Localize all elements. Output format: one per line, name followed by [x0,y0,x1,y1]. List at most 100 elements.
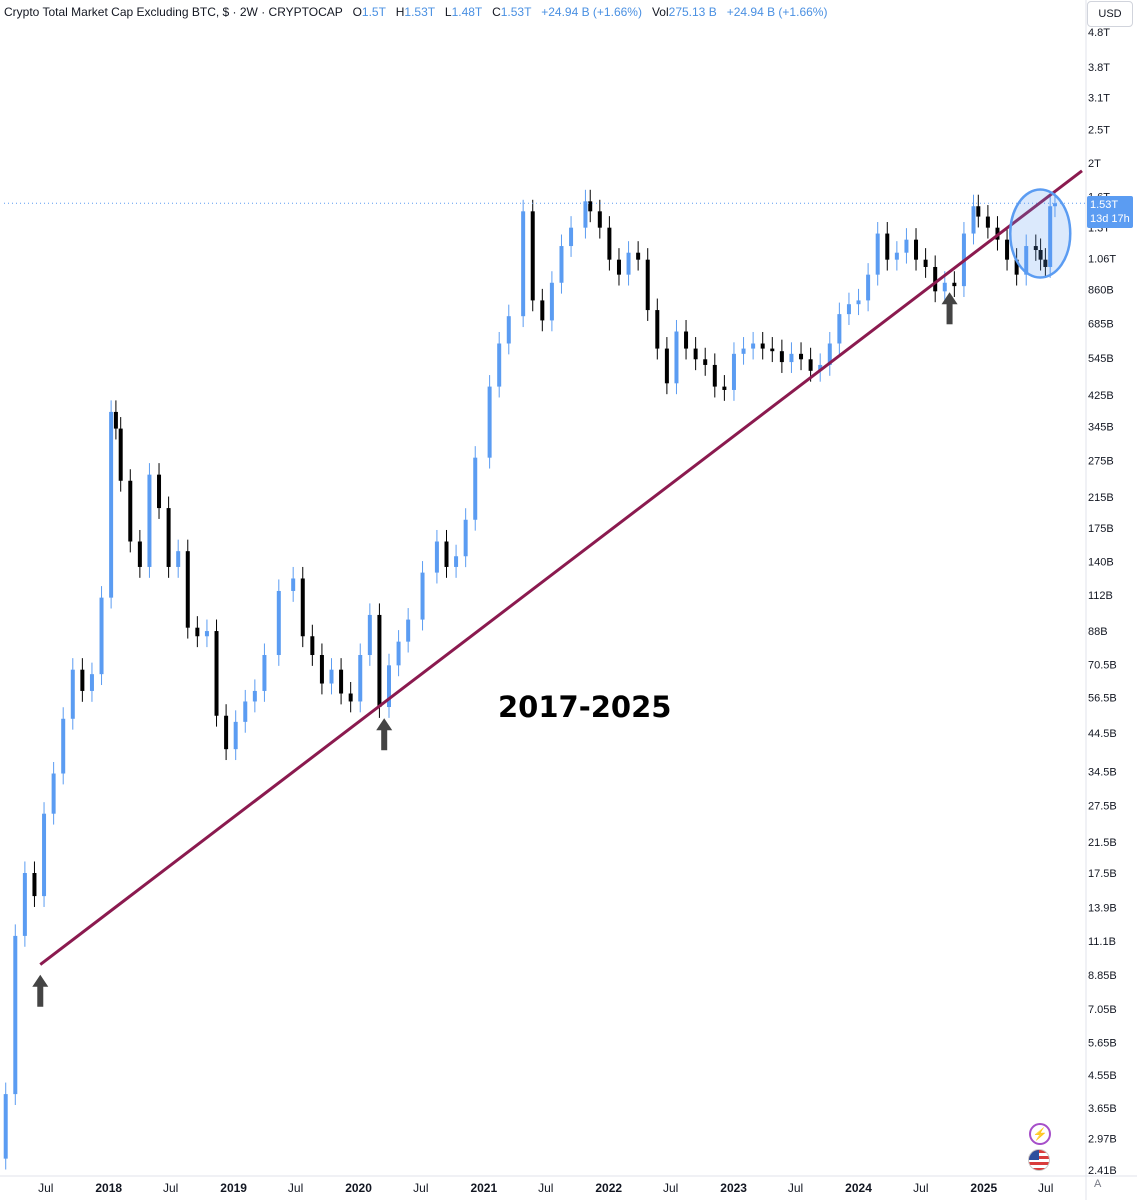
candle-body [933,266,938,292]
candle-body [976,206,981,217]
candle-body [636,252,641,260]
y-tick-label: 3.8T [1088,62,1110,74]
lightning-icon[interactable]: ⚡ [1029,1123,1051,1145]
candle-body [128,480,133,542]
y-tick-label: 56.5B [1088,692,1117,704]
y-tick-label: 4.8T [1088,27,1110,39]
y-tick-label: 3.1T [1088,92,1110,104]
close-value: 1.53T [500,5,532,19]
y-tick-label: 27.5B [1088,800,1117,812]
candle-body [118,428,123,481]
candle-body [751,343,756,349]
candle-body [99,597,104,675]
open-label: O [352,5,362,19]
candle-body [310,636,315,656]
candle-body [827,343,832,365]
candle-body [487,386,492,458]
symbol-title[interactable]: Crypto Total Market Cap Excluding BTC, $… [4,5,343,19]
candle-body [300,578,305,637]
candle-body [942,282,947,292]
y-tick-label: 8.85B [1088,970,1117,982]
auto-scale-button[interactable]: A [1094,1178,1102,1190]
y-tick-label: 7.05B [1088,1004,1117,1016]
change-value: +24.94 B (+1.66%) [541,5,642,19]
candle-body [51,773,56,814]
time-axis[interactable]: Jul 2018 Jul 2019 Jul 2020 Jul 2021 Jul 2022 Jul 20… [38,1181,1053,1195]
currency-button[interactable]: USD [1087,1,1133,27]
y-tick-label: 425B [1088,390,1114,402]
candle-body [70,669,75,719]
symbol-header: Crypto Total Market Cap Excluding BTC, $… [4,4,827,20]
candle-body [109,411,114,598]
candle-body [473,457,478,520]
y-tick-label: 5.65B [1088,1037,1117,1049]
x-tick-label: 2025 [970,1181,997,1195]
candle-body [597,211,602,228]
candle-body [276,590,281,656]
candle-body [291,578,296,591]
candle-body [674,331,679,384]
us-flag-icon[interactable] [1028,1149,1050,1171]
candle-body [420,572,425,620]
candle-body [243,701,248,722]
low-label: L [444,5,452,19]
candle-body [319,655,324,684]
candle-body [252,690,257,702]
x-tick-label: 2022 [595,1181,622,1195]
candle-body [741,348,746,354]
x-tick-label: 2021 [470,1181,497,1195]
candle-body [693,348,698,360]
x-tick-label: 2024 [845,1181,872,1195]
candle-body [712,364,717,387]
y-tick-label: 275B [1088,455,1114,467]
candle-body [3,1094,8,1159]
low-value: 1.48T [451,5,483,19]
price-axis[interactable]: 4.8T3.8T3.1T2.5T2T1.6T1.3T1.06T860B685B5… [1088,27,1117,1177]
candle-body [32,873,37,897]
candle-body [137,541,142,567]
candle-body [540,300,545,321]
y-tick-label: 1.06T [1088,253,1116,265]
candle-body [770,348,775,352]
y-tick-label: 2.41B [1088,1165,1117,1177]
y-tick-label: 4.55B [1088,1070,1117,1082]
candle-body [789,353,794,363]
candle-body [904,239,909,253]
candle-body [846,304,851,315]
candle-body [923,259,928,267]
y-tick-label: 11.1B [1088,936,1116,948]
overlays [4,169,1086,1007]
candle-body [506,316,511,344]
candle-body [358,655,363,702]
trendline [39,169,1083,966]
y-tick-label: 140B [1088,557,1114,569]
candle-body [1038,250,1043,260]
candle-body [166,508,171,567]
arrow-shaft [946,302,953,325]
candle-body [985,216,990,228]
x-tick-label: 2018 [95,1181,122,1195]
volume-value: 275.13 B [668,5,717,19]
candle-body [329,669,334,684]
candle-body [387,665,391,708]
candle-body [1024,246,1029,275]
candle-body [22,873,27,936]
candle-body [61,718,66,774]
highlight-ellipse [1008,188,1072,279]
y-tick-label: 2T [1088,158,1101,170]
y-tick-label: 175B [1088,523,1114,535]
candle-body [454,556,459,567]
candle-body [1052,203,1057,207]
candle-body [818,364,823,371]
candle-body [444,541,449,567]
arrow-shaft [381,728,388,751]
y-tick-label: 70.5B [1088,659,1117,671]
x-tick-label: Jul [288,1181,303,1195]
candle-body [856,300,861,305]
last-price-tag: 1.53T 13d 17h [1087,196,1133,228]
candle-body [113,411,118,429]
candle-body [684,331,689,349]
candle-body [214,631,219,716]
candle-body [731,353,736,390]
